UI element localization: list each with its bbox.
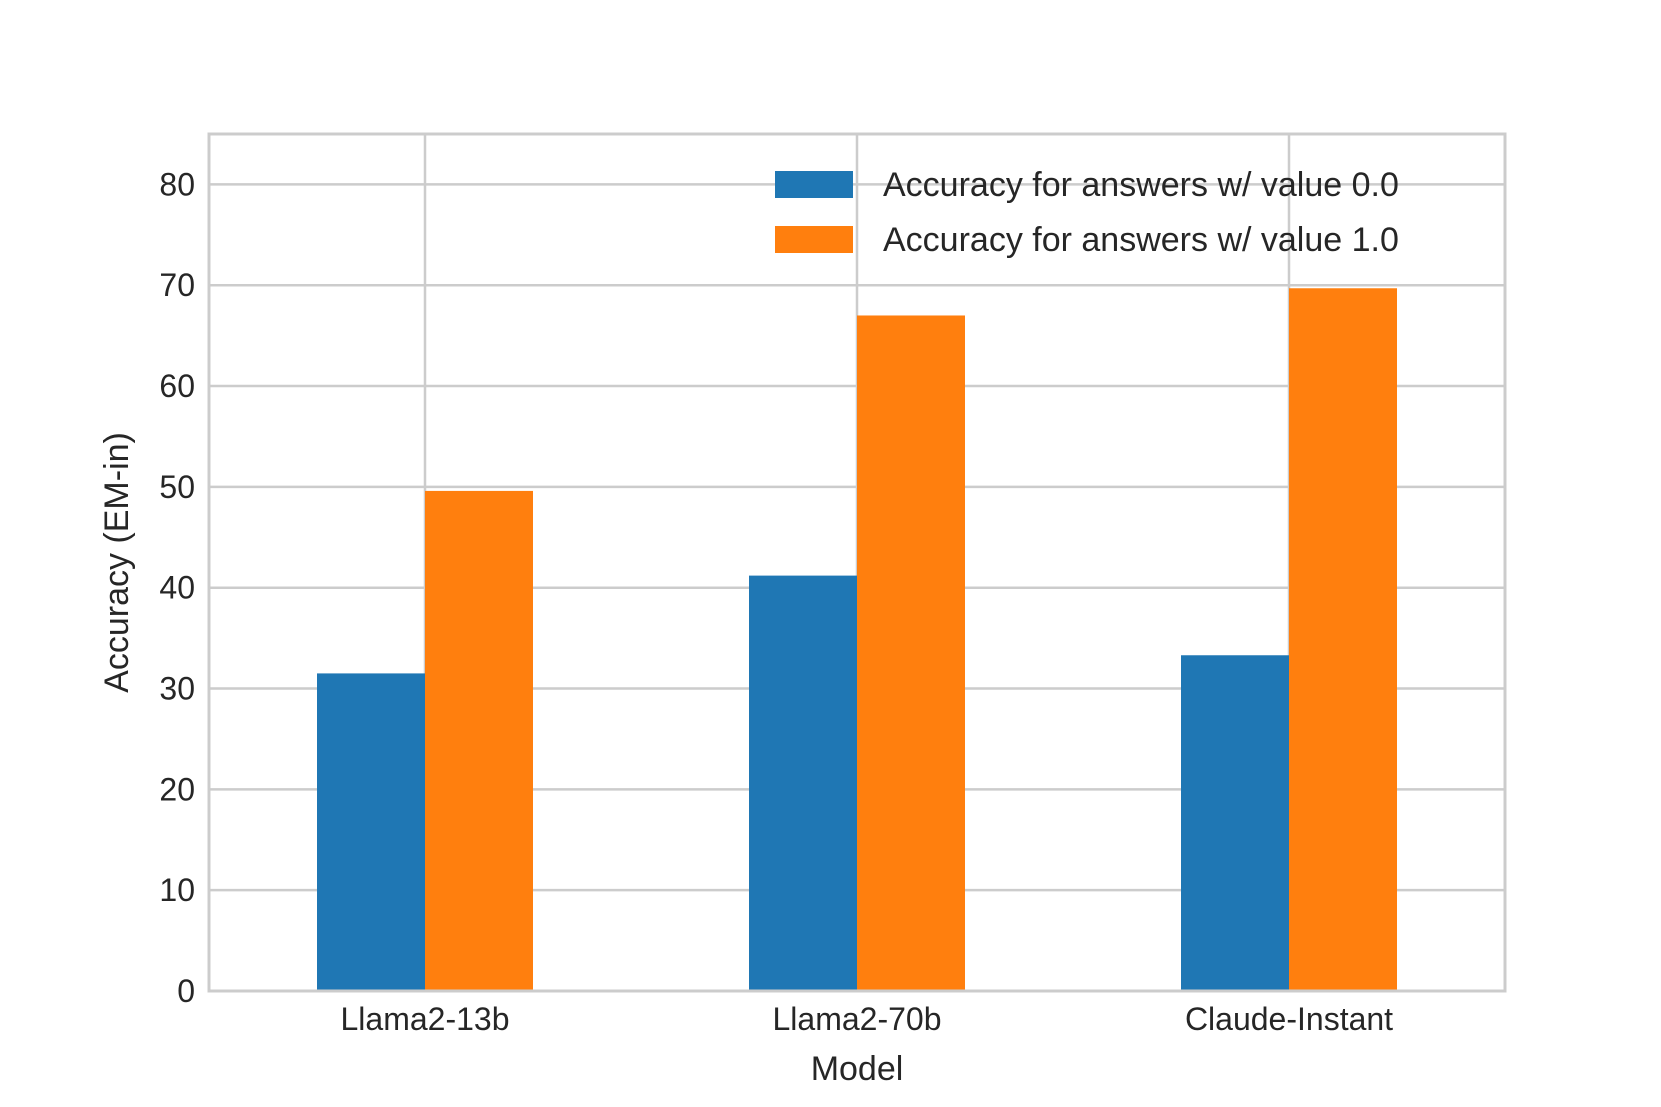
x-axis-label: Model xyxy=(811,1050,904,1088)
x-tick-label: Llama2-13b xyxy=(341,1001,510,1037)
y-tick-label: 60 xyxy=(159,368,195,404)
legend-label: Accuracy for answers w/ value 1.0 xyxy=(883,221,1399,259)
bar-series-2-llama2-70b xyxy=(857,315,965,991)
y-tick-label: 70 xyxy=(159,267,195,303)
x-tick-label: Llama2-70b xyxy=(773,1001,942,1037)
bar-series-2-llama2-13b xyxy=(425,490,533,991)
legend-swatch xyxy=(775,226,853,253)
y-tick-label: 10 xyxy=(159,872,195,908)
bar-series-1-llama2-70b xyxy=(749,575,857,991)
bar-series-1-claude-instant xyxy=(1181,655,1289,991)
legend: Accuracy for answers w/ value 0.0 Accurac… xyxy=(775,166,1399,259)
y-tick-labels: 0 10 20 30 40 50 60 70 80 xyxy=(159,166,195,1009)
bar-series-1-llama2-13b xyxy=(317,673,425,991)
y-tick-label: 0 xyxy=(177,973,195,1009)
y-tick-label: 80 xyxy=(159,166,195,202)
x-tick-labels: Llama2-13b Llama2-70b Claude-Instant xyxy=(341,1001,1394,1037)
legend-label: Accuracy for answers w/ value 0.0 xyxy=(883,166,1399,204)
y-axis-label: Accuracy (EM-in) xyxy=(98,432,136,693)
bar-series-2-claude-instant xyxy=(1289,288,1397,991)
y-tick-label: 30 xyxy=(159,671,195,707)
x-tick-label: Claude-Instant xyxy=(1185,1001,1393,1037)
legend-swatch xyxy=(775,171,853,198)
plot-frame xyxy=(207,132,1507,993)
y-tick-label: 50 xyxy=(159,469,195,505)
y-tick-label: 20 xyxy=(159,771,195,807)
bars xyxy=(317,288,1397,991)
y-tick-label: 40 xyxy=(159,570,195,606)
